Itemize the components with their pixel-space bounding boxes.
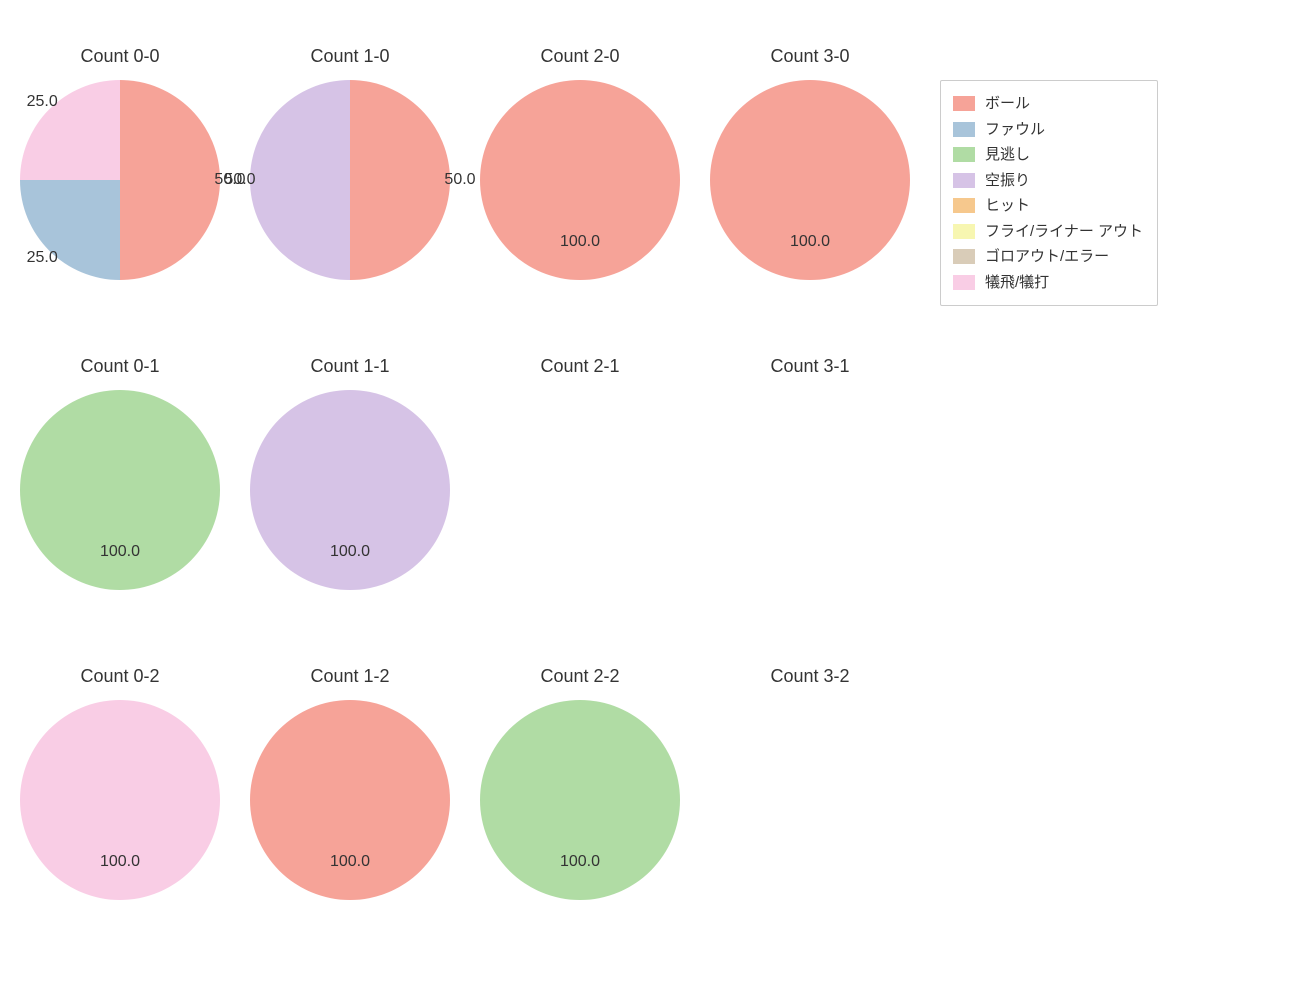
legend-swatch [953, 122, 975, 137]
panel-title: Count 1-0 [250, 46, 450, 67]
slice-label: 100.0 [560, 853, 600, 871]
legend-label: 犠飛/犠打 [985, 270, 1049, 296]
legend-item: ヒット [953, 193, 1143, 219]
legend: ボールファウル見逃し空振りヒットフライ/ライナー アウトゴロアウト/エラー犠飛/… [940, 80, 1158, 306]
legend-swatch [953, 275, 975, 290]
legend-label: ファウル [985, 117, 1045, 143]
slice-label: 50.0 [224, 171, 255, 189]
pie-slice-swing [250, 80, 350, 280]
legend-item: ファウル [953, 117, 1143, 143]
panel-title: Count 3-2 [710, 666, 910, 687]
slice-label: 50.0 [444, 171, 475, 189]
panel-title: Count 0-0 [20, 46, 220, 67]
legend-swatch [953, 147, 975, 162]
panel: Count 3-2 [710, 700, 910, 900]
panel: Count 2-1 [480, 390, 680, 590]
panel: Count 2-2100.0 [480, 700, 680, 900]
legend-item: 見逃し [953, 142, 1143, 168]
slice-label: 100.0 [560, 233, 600, 251]
pie-chart [480, 390, 680, 590]
legend-item: ゴロアウト/エラー [953, 244, 1143, 270]
pie-chart [710, 390, 910, 590]
legend-label: ゴロアウト/エラー [985, 244, 1109, 270]
slice-label: 100.0 [330, 543, 370, 561]
slice-label: 100.0 [790, 233, 830, 251]
pie-slice-ball [350, 80, 450, 280]
legend-label: ボール [985, 91, 1030, 117]
slice-label: 100.0 [100, 543, 140, 561]
panel-title: Count 0-2 [20, 666, 220, 687]
panel: Count 2-0100.0 [480, 80, 680, 280]
panel: Count 3-1 [710, 390, 910, 590]
slice-label: 25.0 [27, 249, 58, 267]
panel: Count 1-2100.0 [250, 700, 450, 900]
panel-title: Count 0-1 [20, 356, 220, 377]
panel: Count 0-1100.0 [20, 390, 220, 590]
legend-item: フライ/ライナー アウト [953, 219, 1143, 245]
legend-item: 犠飛/犠打 [953, 270, 1143, 296]
legend-label: 空振り [985, 168, 1030, 194]
panel-title: Count 2-0 [480, 46, 680, 67]
panel: Count 3-0100.0 [710, 80, 910, 280]
legend-swatch [953, 249, 975, 264]
legend-swatch [953, 173, 975, 188]
panel: Count 1-050.050.0 [250, 80, 450, 280]
chart-stage: Count 0-050.025.025.0Count 1-050.050.0Co… [0, 0, 1300, 1000]
panel: Count 0-2100.0 [20, 700, 220, 900]
panel: Count 1-1100.0 [250, 390, 450, 590]
slice-label: 100.0 [330, 853, 370, 871]
pie-chart [710, 700, 910, 900]
panel-title: Count 2-2 [480, 666, 680, 687]
pie-slice-ball [120, 80, 220, 280]
panel-title: Count 3-0 [710, 46, 910, 67]
legend-swatch [953, 96, 975, 111]
panel-title: Count 2-1 [480, 356, 680, 377]
legend-item: 空振り [953, 168, 1143, 194]
panel-title: Count 3-1 [710, 356, 910, 377]
legend-label: 見逃し [985, 142, 1030, 168]
panel: Count 0-050.025.025.0 [20, 80, 220, 280]
slice-label: 100.0 [100, 853, 140, 871]
panel-title: Count 1-2 [250, 666, 450, 687]
panel-title: Count 1-1 [250, 356, 450, 377]
legend-item: ボール [953, 91, 1143, 117]
legend-label: フライ/ライナー アウト [985, 219, 1143, 245]
legend-swatch [953, 198, 975, 213]
pie-chart [250, 80, 450, 280]
slice-label: 25.0 [27, 93, 58, 111]
legend-label: ヒット [985, 193, 1030, 219]
legend-swatch [953, 224, 975, 239]
